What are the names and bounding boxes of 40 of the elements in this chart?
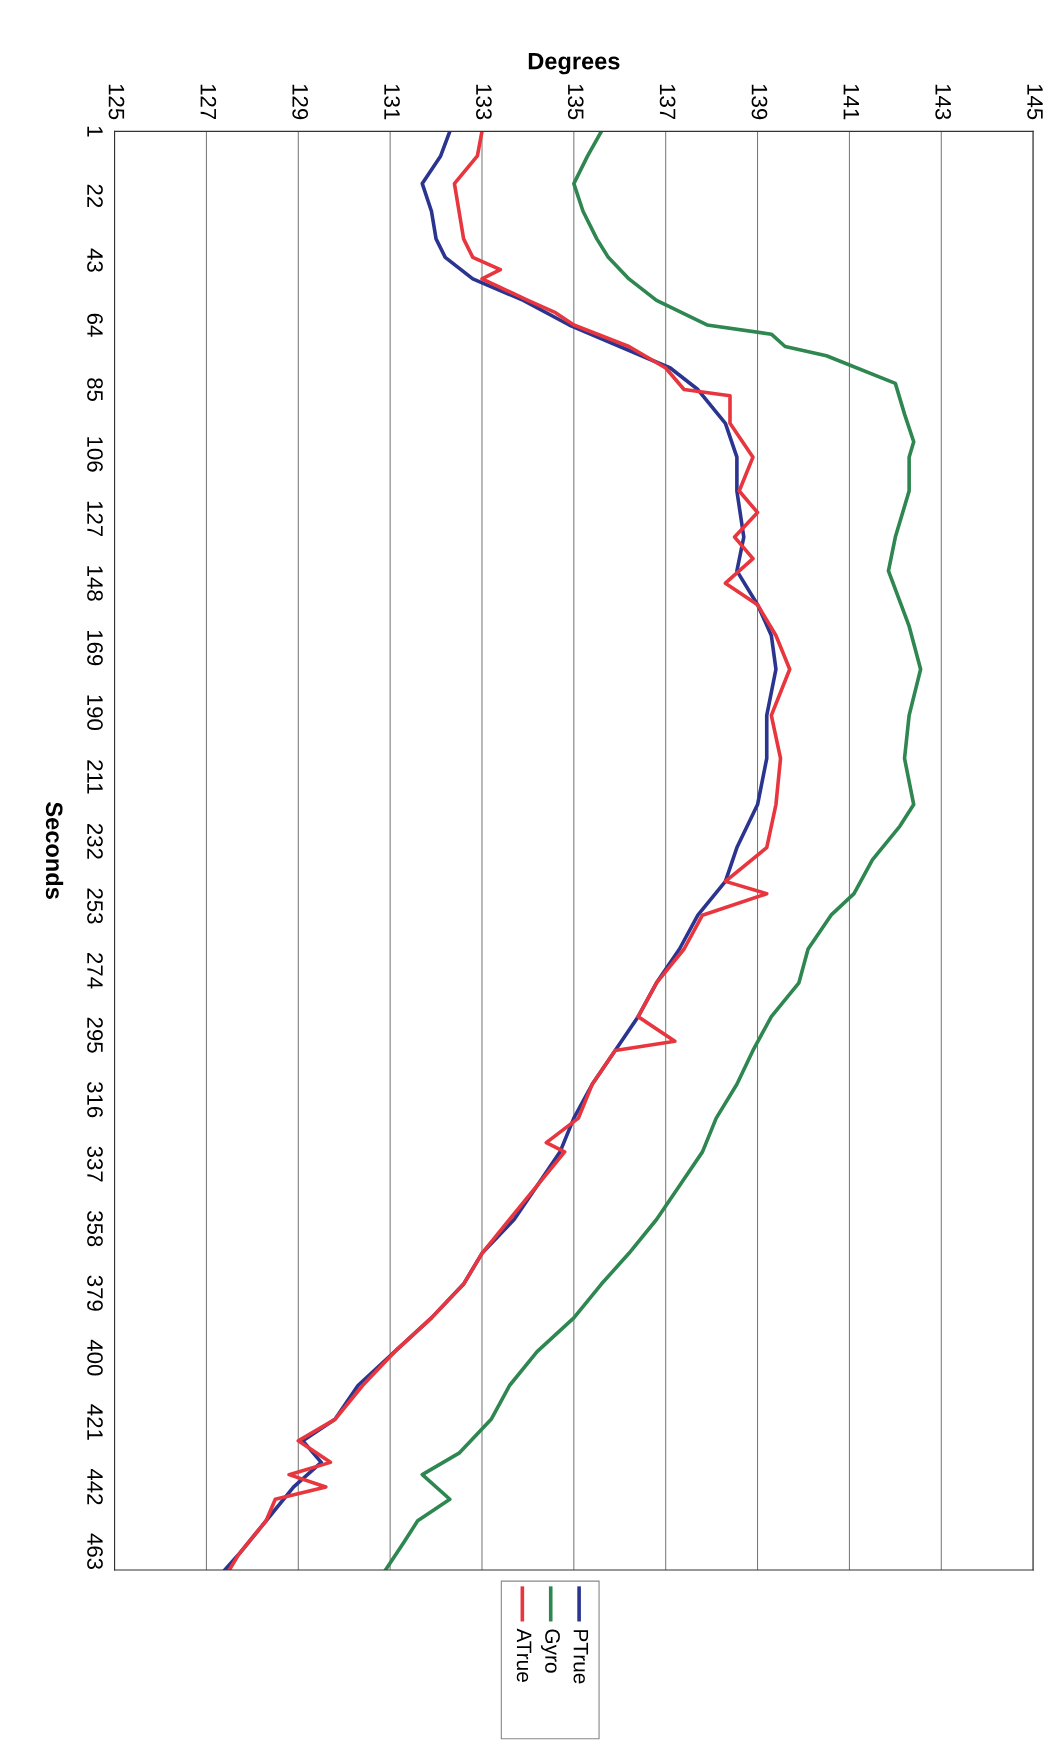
x-tick-label: 139	[751, 84, 768, 120]
x-axis-title: Degrees	[528, 53, 620, 75]
y-tick-label: 337	[87, 1146, 103, 1182]
legend-label: PTrue	[573, 1630, 589, 1684]
x-tick-label: 133	[476, 84, 492, 120]
y-tick-label: 127	[87, 501, 103, 537]
y-tick-label: 43	[87, 248, 103, 272]
y-tick-label: 190	[87, 695, 103, 730]
y-tick-label: 64	[87, 313, 103, 337]
y-tick-label: 316	[87, 1081, 103, 1118]
y-tick-label: 400	[87, 1339, 103, 1376]
y-tick-label: 295	[87, 1017, 103, 1053]
x-tick-label: 143	[935, 84, 952, 120]
y-tick-label: 421	[87, 1404, 103, 1440]
x-tick-label: 135	[567, 84, 584, 120]
y-tick-label: 1	[87, 126, 103, 137]
y-tick-label: 253	[87, 888, 103, 924]
y-tick-label: 211	[87, 760, 103, 794]
y-tick-label: 22	[87, 184, 103, 208]
y-tick-label: 274	[87, 953, 103, 989]
y-tick-label: 169	[87, 630, 103, 666]
x-tick-label: 127	[200, 84, 217, 120]
x-tick-label: 125	[108, 84, 125, 120]
legend-label: ATrue	[516, 1628, 532, 1682]
y-tick-label: 106	[87, 437, 103, 472]
y-tick-label: 148	[87, 566, 103, 601]
legend-label: Gyro	[541, 1629, 560, 1673]
y-tick-label: 85	[87, 378, 103, 401]
y-tick-label: 442	[87, 1468, 103, 1505]
y-tick-label: 232	[87, 824, 103, 859]
x-tick-label: 137	[659, 84, 676, 120]
y-tick-label: 379	[87, 1275, 103, 1311]
y-tick-label: 463	[87, 1533, 103, 1570]
x-tick-label: 145	[1027, 84, 1043, 120]
x-tick-label: 131	[384, 84, 400, 120]
y-tick-label: 358	[87, 1211, 103, 1247]
line-series	[383, 131, 923, 1570]
x-tick-label: 141	[843, 84, 859, 120]
x-tick-label: 129	[292, 84, 309, 120]
y-axis-title: Seconds	[45, 802, 64, 899]
